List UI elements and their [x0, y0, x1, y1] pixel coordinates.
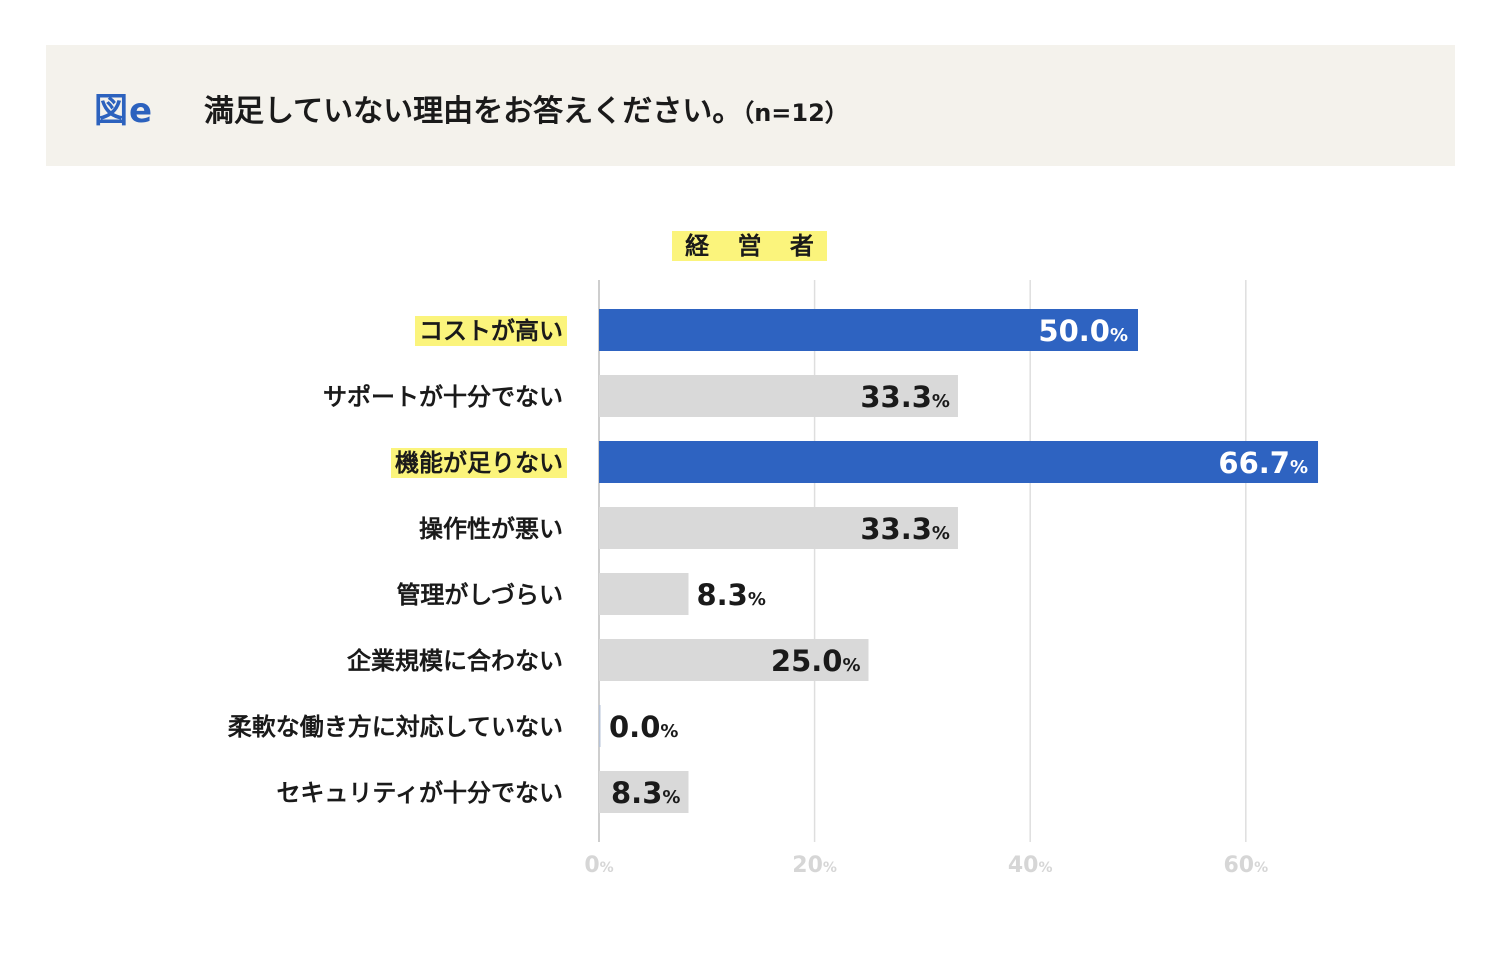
- bar: [599, 573, 689, 615]
- value-label: 0.0%: [609, 710, 678, 744]
- bar: [599, 441, 1319, 483]
- value-label: 33.3%: [860, 380, 950, 414]
- category-label: サポートが十分でない: [323, 383, 563, 411]
- bar: [599, 705, 601, 747]
- category-highlight: [415, 316, 567, 346]
- value-label: 25.0%: [771, 644, 861, 678]
- sample-size: （n=12）: [742, 99, 849, 127]
- bar: [599, 375, 958, 417]
- bar: [599, 507, 958, 549]
- x-tick-label: 20%: [792, 853, 837, 878]
- category-label: 柔軟な働き方に対応していない: [228, 713, 563, 741]
- category-label: 操作性が悪い: [419, 515, 563, 543]
- value-label: 8.3%: [696, 578, 765, 612]
- bar: [599, 309, 1138, 351]
- title-text: 満足していない理由をお答えください。: [204, 94, 743, 129]
- bar: [599, 639, 869, 681]
- category-label: 企業規模に合わない: [347, 647, 563, 675]
- category-label: 機能が足りない: [395, 449, 563, 477]
- figure-label: 図e: [94, 91, 154, 131]
- category-label: 管理がしづらい: [396, 581, 563, 609]
- chart-title: 満足していない理由をお答えください。（n=12）: [204, 86, 849, 130]
- x-tick-label: 60%: [1223, 853, 1268, 878]
- value-label: 8.3%: [611, 776, 680, 810]
- value-label: 66.7%: [1218, 446, 1308, 480]
- x-tick-label: 0%: [584, 853, 613, 878]
- bar: [599, 771, 689, 813]
- category-label: コストが高い: [419, 317, 563, 345]
- category-label: セキュリティが十分でない: [276, 779, 563, 807]
- value-label: 33.3%: [860, 512, 950, 546]
- category-highlight: [391, 448, 567, 478]
- value-label: 50.0%: [1038, 314, 1128, 348]
- group-label: 経 営 者: [672, 231, 827, 261]
- x-tick-label: 40%: [1008, 853, 1053, 878]
- header-panel: 図e 満足していない理由をお答えください。（n=12）: [46, 45, 1455, 166]
